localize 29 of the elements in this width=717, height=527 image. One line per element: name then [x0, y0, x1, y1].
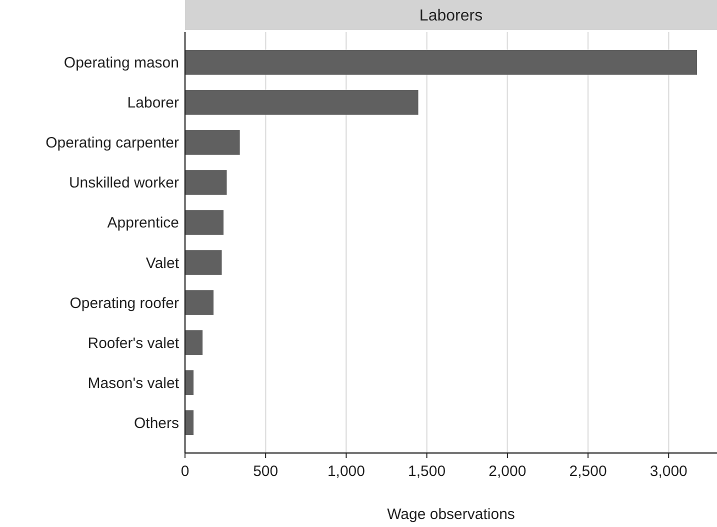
x-axis-title: Wage observations [387, 506, 515, 523]
bar [185, 250, 222, 275]
y-tick-label: Others [134, 414, 179, 432]
x-tick-label: 2,000 [488, 463, 526, 480]
bar [185, 90, 418, 115]
y-tick-label: Unskilled worker [68, 174, 179, 192]
bar [185, 370, 194, 395]
bar [185, 50, 698, 75]
bar [185, 170, 227, 195]
bar [185, 410, 194, 435]
x-tick-label: 1,000 [327, 463, 365, 480]
y-tick-label: Valet [146, 254, 180, 272]
x-tick-label: 500 [253, 463, 278, 480]
y-tick-label: Operating mason [64, 54, 179, 72]
y-tick-label: Laborer [127, 94, 180, 112]
bar [185, 130, 240, 155]
x-tick-label: 2,500 [569, 463, 607, 480]
bar [185, 330, 203, 355]
y-tick-label: Operating carpenter [46, 134, 179, 152]
chart-title: Laborers [419, 8, 483, 25]
bar [185, 210, 224, 235]
x-tick-label: 0 [180, 463, 190, 480]
y-tick-label: Roofer's valet [88, 334, 180, 352]
y-tick-label: Operating roofer [70, 294, 179, 312]
y-tick-label: Mason's valet [88, 374, 180, 392]
bar [185, 290, 214, 315]
x-tick-label: 1,500 [408, 463, 446, 480]
y-tick-label: Apprentice [107, 214, 179, 232]
x-tick-label: 3,000 [650, 463, 688, 480]
